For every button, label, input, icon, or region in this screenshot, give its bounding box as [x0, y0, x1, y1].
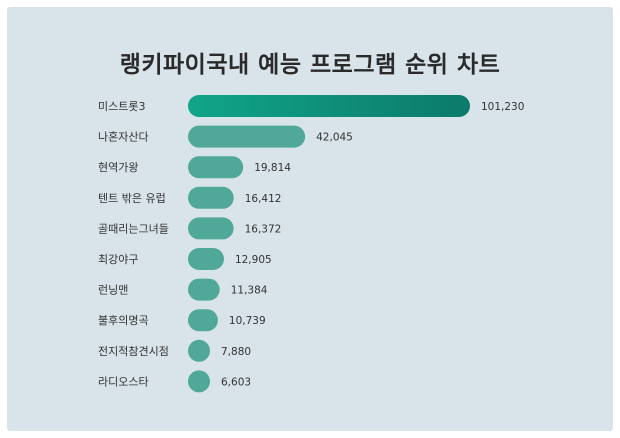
category-label: 나혼자산다 — [98, 131, 149, 144]
chart-title: 랭키파이국내 예능 프로그램 순위 차트 — [119, 52, 501, 78]
category-label: 미스트롯3 — [98, 100, 145, 113]
category-label: 불후의명곡 — [98, 314, 149, 327]
bar — [188, 156, 244, 179]
value-label: 101,230 — [481, 101, 524, 113]
value-label: 42,045 — [316, 132, 353, 144]
category-label: 라디오스타 — [98, 375, 149, 388]
value-label: 11,384 — [231, 285, 268, 297]
value-label: 19,814 — [254, 162, 291, 174]
category-label: 현역가왕 — [98, 161, 138, 174]
value-label: 10,739 — [229, 315, 266, 327]
category-label: 최강야구 — [98, 253, 138, 266]
bar — [188, 95, 470, 117]
bar — [188, 339, 210, 362]
value-label: 12,905 — [235, 254, 272, 266]
value-label: 6,603 — [221, 376, 251, 388]
bar — [188, 309, 218, 332]
bar — [188, 370, 210, 393]
chart-frame: 랭키파이국내 예능 프로그램 순위 차트 미스트롯3 101,230 나혼자산다 42… — [7, 7, 613, 431]
category-label: 전지적참견시점 — [98, 345, 169, 358]
value-label: 7,880 — [221, 346, 251, 358]
bar — [188, 278, 220, 301]
category-label: 텐트 밖은 유럽 — [98, 191, 166, 205]
category-label: 런닝맨 — [98, 284, 128, 297]
bar — [188, 217, 234, 240]
bar — [188, 186, 234, 209]
bar-chart: 미스트롯3 101,230 나혼자산다 42,045 현역가왕 19,814 텐트 밖은 유… — [98, 95, 524, 393]
value-label: 16,412 — [245, 193, 282, 205]
value-label: 16,372 — [245, 223, 282, 235]
category-label: 골때리는그녀들 — [98, 222, 169, 235]
bar — [188, 248, 224, 270]
bar — [188, 125, 306, 148]
